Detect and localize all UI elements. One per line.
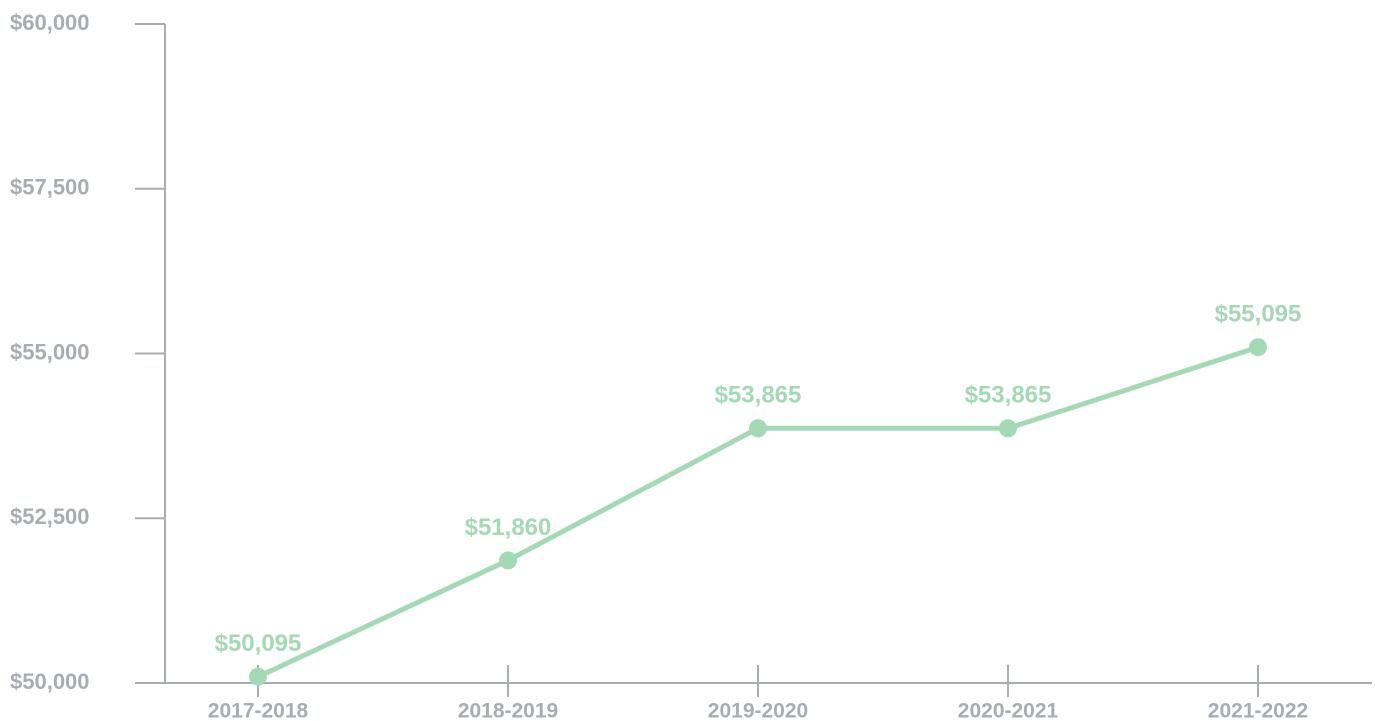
y-tick-label: $57,500 — [10, 175, 90, 200]
y-tick-label: $60,000 — [10, 10, 90, 35]
value-label: $53,865 — [715, 382, 802, 409]
y-tick-label: $55,000 — [10, 339, 90, 364]
point — [749, 419, 767, 438]
point — [499, 551, 517, 570]
value-label: $55,095 — [1215, 301, 1302, 328]
x-tick-label: 2021-2022 — [1208, 700, 1308, 721]
point — [1249, 338, 1267, 357]
point — [249, 667, 267, 686]
x-tick-label: 2018-2019 — [458, 700, 558, 721]
point — [999, 419, 1017, 438]
value-label: $50,095 — [215, 630, 302, 657]
value-label: $51,860 — [465, 514, 552, 541]
x-tick-label: 2019-2020 — [708, 700, 808, 721]
x-tick-label: 2020-2021 — [958, 700, 1059, 721]
value-label: $53,865 — [965, 382, 1052, 409]
y-tick-label: $52,500 — [10, 504, 90, 529]
y-tick-label: $50,000 — [10, 669, 90, 694]
x-tick-label: 2017-2018 — [208, 700, 309, 721]
